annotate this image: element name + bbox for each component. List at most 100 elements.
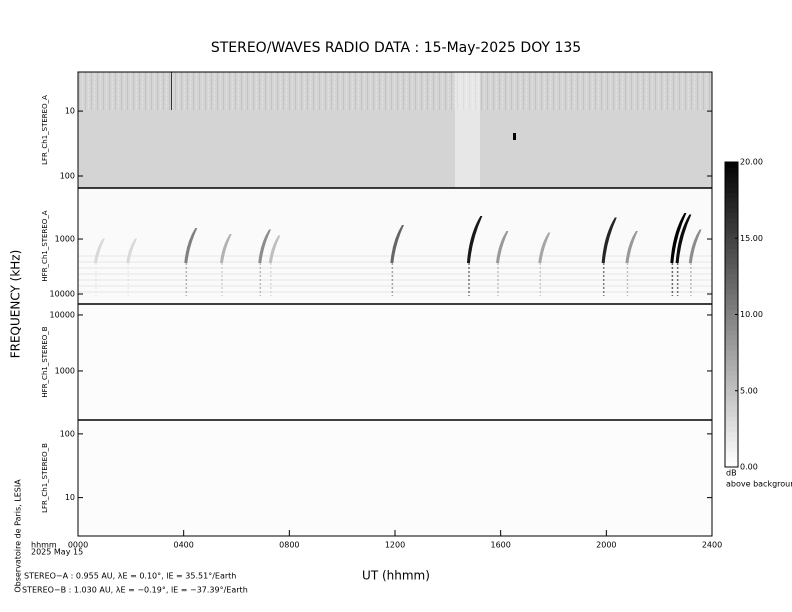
colorbar-step <box>725 197 738 204</box>
chart-title: STEREO/WAVES RADIO DATA : 15-May-2025 DO… <box>211 40 581 56</box>
colorbar-step <box>725 294 738 300</box>
burst <box>670 213 687 263</box>
noise <box>78 72 712 110</box>
x-tick-label: 2000 <box>596 541 616 550</box>
burst <box>93 238 105 263</box>
colorbar-step <box>725 217 738 224</box>
burst <box>601 217 617 263</box>
colorbar-step <box>725 451 738 458</box>
colorbar-tick-label: 5.00 <box>740 386 758 395</box>
burst <box>496 231 509 263</box>
colorbar-tick-label: 15.00 <box>740 234 763 243</box>
burst <box>390 225 404 263</box>
x-tick-label: 2400 <box>702 541 722 550</box>
ephemeris: STEREO−A : 0.955 AU, λE = 0.10°, lE = 35… <box>24 572 236 581</box>
colorbar-step <box>725 202 738 209</box>
date-header: hhmm <box>31 541 57 550</box>
x-tick-label: 0800 <box>279 541 299 550</box>
colorbar-step <box>725 446 738 453</box>
colorbar-step <box>725 228 738 234</box>
colorbar-step <box>725 406 738 412</box>
shade <box>455 72 480 188</box>
burst <box>675 214 692 263</box>
colorbar-step <box>725 416 738 422</box>
y-tick-label: 1000 <box>55 366 75 375</box>
colorbar-step <box>725 299 738 305</box>
x-tick-label: 0000 <box>68 541 88 550</box>
colorbar-step <box>725 319 738 326</box>
y-tick-label: 10000 <box>50 290 75 299</box>
y-tick-label: 10 <box>65 107 75 116</box>
colorbar-step <box>725 263 738 270</box>
colorbar-step <box>725 233 738 239</box>
burst <box>625 231 638 263</box>
y-axis-label: FREQUENCY (kHz) <box>9 250 23 359</box>
panel-label: LFR_Ch1_STEREO_B <box>41 443 49 513</box>
colorbar-step <box>725 212 738 219</box>
colorbar-step <box>725 238 738 244</box>
colorbar-tick-label: 10.00 <box>740 310 763 319</box>
panel-background <box>78 420 712 536</box>
colorbar-step <box>725 289 738 295</box>
colorbar-step <box>725 345 738 351</box>
colorbar-step <box>725 461 738 468</box>
colorbar-step <box>725 172 738 178</box>
y-tick-label: 1000 <box>55 235 75 244</box>
colorbar-step <box>725 273 738 280</box>
burst <box>219 234 232 263</box>
colorbar-step <box>725 223 738 229</box>
colorbar-step <box>725 177 738 183</box>
panel-label: HFR_Ch1_STEREO_B <box>41 326 49 397</box>
colorbar-step <box>725 350 738 356</box>
colorbar-step <box>725 162 738 168</box>
colorbar-step <box>725 187 738 193</box>
panel-label: LFR_Ch1_STEREO_A <box>41 95 49 165</box>
panel-label: HFR_Ch1_STEREO_A <box>41 210 49 281</box>
colorbar-step <box>725 329 738 336</box>
colorbar-step <box>725 380 738 387</box>
colorbar-step <box>725 431 738 437</box>
colorbar-step <box>725 456 738 463</box>
burst <box>258 229 271 263</box>
colorbar-step <box>725 385 738 392</box>
colorbar-step <box>725 375 738 382</box>
x-tick-label: 1600 <box>490 541 510 550</box>
colorbar-step <box>725 334 738 341</box>
spike <box>513 133 516 140</box>
colorbar-step <box>725 426 738 432</box>
spike <box>171 72 172 110</box>
y-tick-label: 10 <box>65 493 75 502</box>
colorbar-step <box>725 248 738 254</box>
credit: Observatoire de Paris, LESIA <box>14 479 23 593</box>
colorbar-tick-label: 20.00 <box>740 158 763 167</box>
y-tick-label: 100 <box>60 172 75 181</box>
colorbar-step <box>725 395 738 402</box>
colorbar-step <box>725 304 738 310</box>
date: 2025 May 15 <box>31 548 83 557</box>
y-tick-label: 100 <box>60 429 75 438</box>
ephemeris: STEREO−B : 1.030 AU, λE = −0.19°, lE = −… <box>22 586 248 595</box>
colorbar-step <box>725 411 738 417</box>
colorbar-step <box>725 421 738 427</box>
colorbar-step <box>725 436 738 443</box>
colorbar-step <box>725 360 738 366</box>
burst <box>538 232 551 263</box>
colorbar-step <box>725 390 738 397</box>
colorbar-sublabel: above background <box>726 480 792 489</box>
colorbar-step <box>725 441 738 448</box>
colorbar-step <box>725 167 738 173</box>
colorbar-step <box>725 400 738 407</box>
colorbar-step <box>725 339 738 346</box>
colorbar-step <box>725 314 738 321</box>
burst <box>126 238 138 263</box>
burst <box>268 235 281 263</box>
colorbar-step <box>725 365 738 371</box>
colorbar-step <box>725 268 738 275</box>
colorbar-step <box>725 355 738 361</box>
colorbar-step <box>725 192 738 199</box>
colorbar-step <box>725 278 738 285</box>
y-tick-label: 10000 <box>50 310 75 319</box>
colorbar-step <box>725 243 738 249</box>
x-tick-label: 1200 <box>385 541 405 550</box>
